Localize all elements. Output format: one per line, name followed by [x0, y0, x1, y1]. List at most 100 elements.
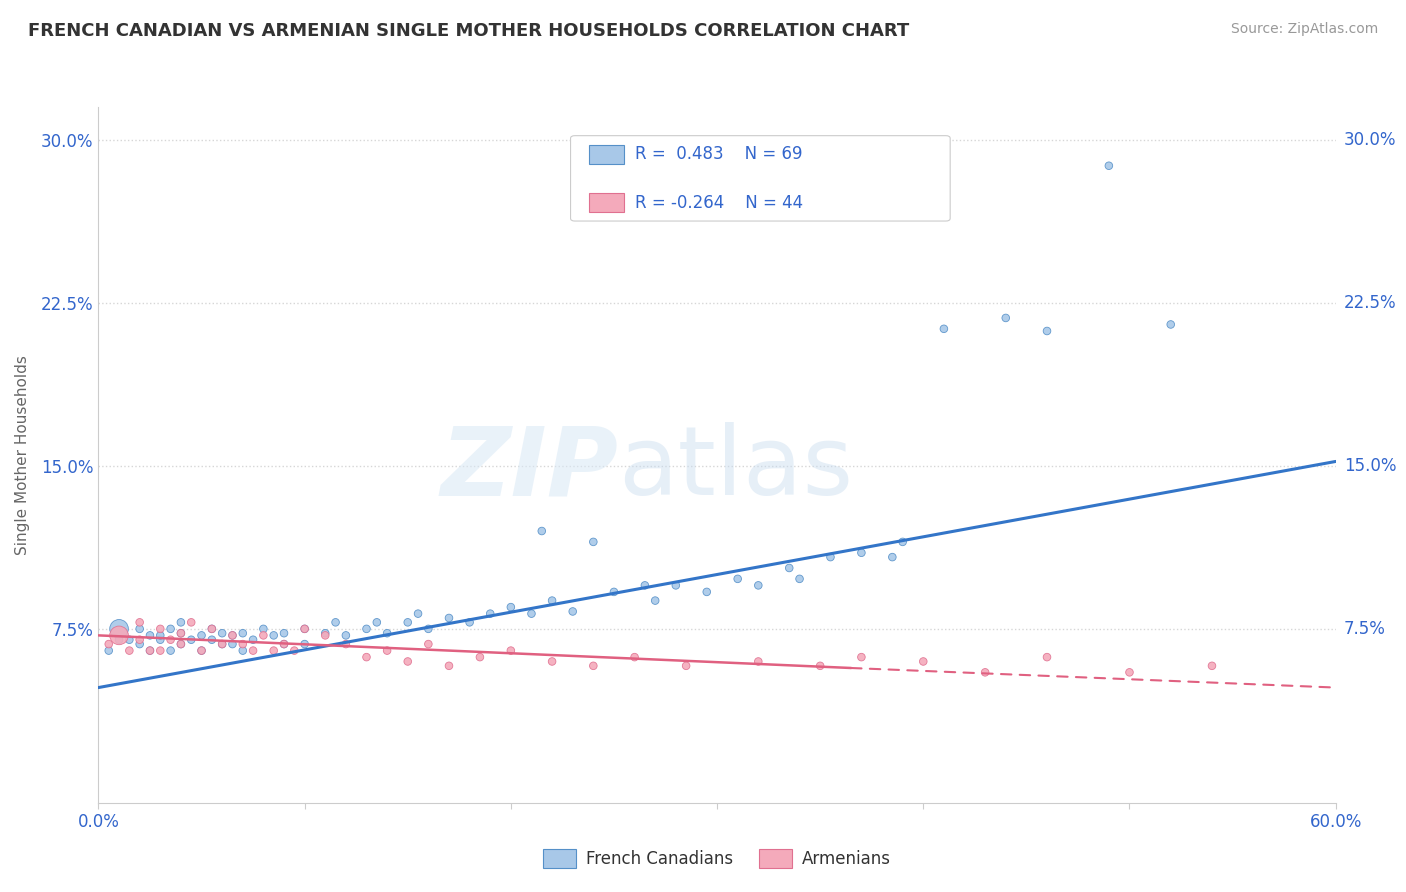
Point — [994, 310, 1017, 325]
Point — [634, 578, 657, 592]
Point — [221, 628, 243, 642]
Point — [128, 637, 150, 651]
Point — [541, 593, 564, 607]
Point — [139, 643, 162, 657]
Point — [499, 600, 522, 615]
Point — [170, 615, 193, 630]
Point — [170, 626, 193, 640]
Text: R = -0.264    N = 44: R = -0.264 N = 44 — [636, 194, 803, 211]
Point — [97, 643, 120, 657]
Point — [211, 626, 233, 640]
Point — [603, 585, 626, 599]
Text: Source: ZipAtlas.com: Source: ZipAtlas.com — [1230, 22, 1378, 37]
Point — [118, 632, 141, 647]
Point — [851, 650, 873, 665]
Point — [932, 322, 955, 336]
Point — [808, 658, 831, 673]
Point — [108, 628, 131, 642]
Point — [263, 643, 285, 657]
Point — [437, 658, 460, 673]
Point — [242, 643, 264, 657]
Point — [159, 632, 181, 647]
Point — [294, 637, 316, 651]
Text: atlas: atlas — [619, 422, 853, 516]
Text: 15.0%: 15.0% — [1344, 457, 1396, 475]
Point — [294, 622, 316, 636]
Point — [882, 550, 904, 565]
Point — [263, 628, 285, 642]
Point — [180, 632, 202, 647]
Point — [974, 665, 997, 680]
Point — [252, 622, 274, 636]
Point — [356, 622, 378, 636]
Point — [747, 655, 769, 669]
Point — [252, 628, 274, 642]
Point — [582, 534, 605, 549]
Point — [530, 524, 553, 538]
Point — [820, 550, 842, 565]
Point — [778, 561, 800, 575]
Point — [149, 632, 172, 647]
Point — [139, 628, 162, 642]
Point — [128, 632, 150, 647]
Legend: French Canadians, Armenians: French Canadians, Armenians — [537, 842, 897, 874]
Point — [375, 626, 398, 640]
Point — [375, 643, 398, 657]
Point — [468, 650, 491, 665]
Point — [139, 643, 162, 657]
Text: 30.0%: 30.0% — [1344, 130, 1396, 149]
Point — [396, 655, 419, 669]
Point — [665, 578, 688, 592]
Point — [582, 658, 605, 673]
Point — [499, 643, 522, 657]
Point — [118, 643, 141, 657]
Point — [418, 622, 440, 636]
Point — [396, 615, 419, 630]
Point — [128, 615, 150, 630]
Point — [458, 615, 481, 630]
Point — [479, 607, 502, 621]
Text: ZIP: ZIP — [440, 422, 619, 516]
Point — [675, 658, 697, 673]
Point — [335, 628, 357, 642]
Point — [201, 622, 224, 636]
Point — [325, 615, 347, 630]
Point — [149, 643, 172, 657]
Point — [221, 637, 243, 651]
Point — [851, 546, 873, 560]
Point — [190, 628, 212, 642]
Point — [232, 626, 254, 640]
Y-axis label: Single Mother Households: Single Mother Households — [15, 355, 30, 555]
Text: R =  0.483    N = 69: R = 0.483 N = 69 — [636, 145, 803, 163]
Point — [242, 632, 264, 647]
Point — [273, 637, 295, 651]
Point — [149, 628, 172, 642]
Point — [1036, 650, 1059, 665]
Point — [180, 615, 202, 630]
Point — [356, 650, 378, 665]
Point — [149, 622, 172, 636]
Point — [283, 643, 305, 657]
Point — [159, 643, 181, 657]
Point — [201, 622, 224, 636]
Point — [211, 637, 233, 651]
Point — [366, 615, 388, 630]
Point — [170, 637, 193, 651]
Point — [273, 626, 295, 640]
Point — [128, 622, 150, 636]
Point — [541, 655, 564, 669]
Point — [108, 622, 131, 636]
Point — [891, 534, 914, 549]
Text: 7.5%: 7.5% — [1344, 620, 1386, 638]
Point — [1118, 665, 1140, 680]
Point — [232, 643, 254, 657]
Text: FRENCH CANADIAN VS ARMENIAN SINGLE MOTHER HOUSEHOLDS CORRELATION CHART: FRENCH CANADIAN VS ARMENIAN SINGLE MOTHE… — [28, 22, 910, 40]
Point — [314, 628, 336, 642]
Point — [190, 643, 212, 657]
Text: 22.5%: 22.5% — [1344, 293, 1396, 311]
Point — [314, 626, 336, 640]
Point — [170, 637, 193, 651]
Point — [211, 637, 233, 651]
Point — [190, 643, 212, 657]
Point — [418, 637, 440, 651]
